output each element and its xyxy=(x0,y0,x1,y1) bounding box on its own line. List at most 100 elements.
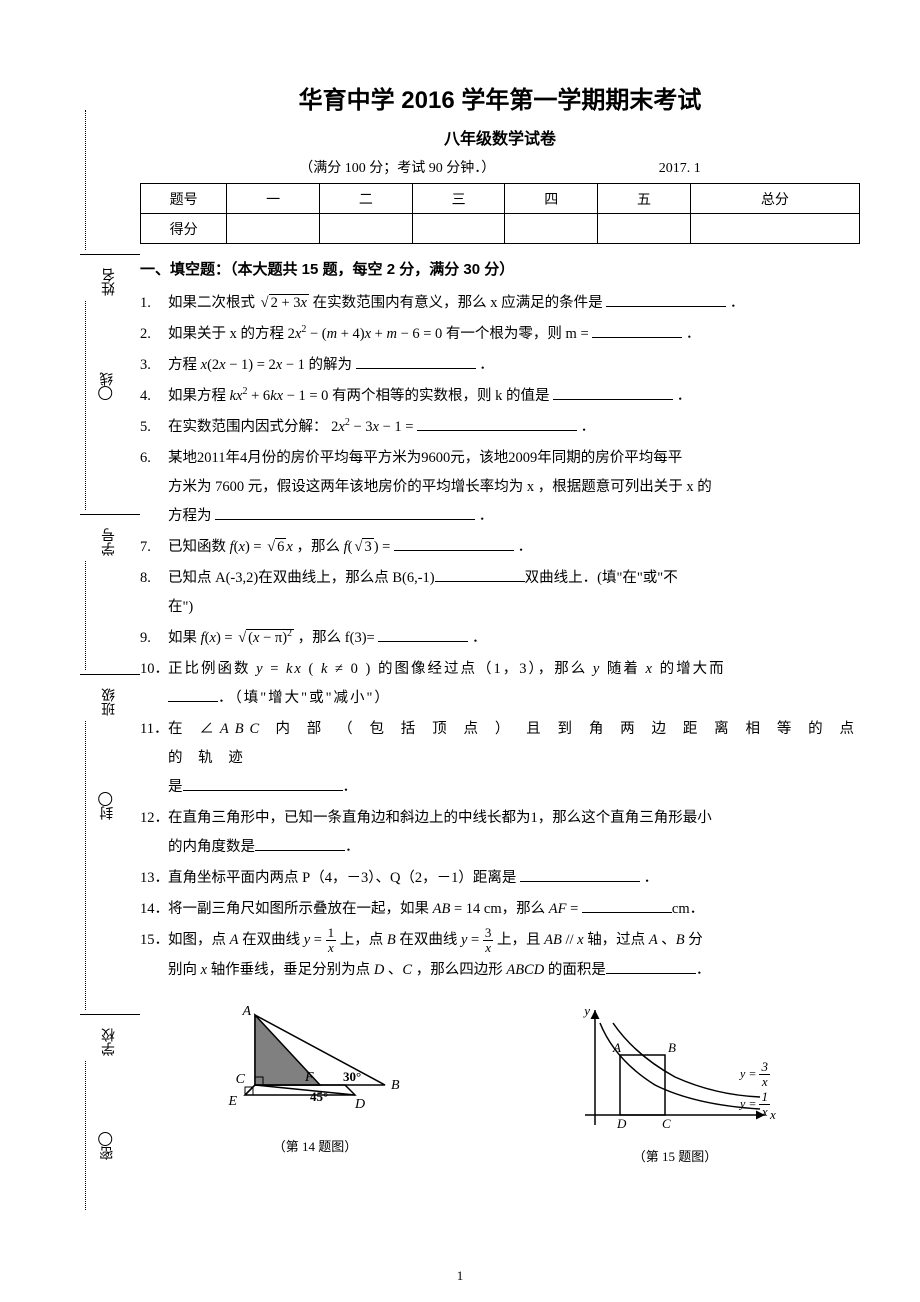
q7-body: 已知函数 f(x) = 6x ，那么 f(3) = ． xyxy=(168,533,860,562)
figure-14-svg: A B C D E F 30° 45° xyxy=(215,1005,415,1125)
q1-num: 1. xyxy=(140,289,168,318)
fig14-30: 30° xyxy=(343,1069,361,1084)
q7-pre: 已知函数 xyxy=(168,539,230,555)
figure-14: A B C D E F 30° 45° （第 14 题图） xyxy=(215,1005,415,1165)
fig15-D: D xyxy=(616,1116,627,1131)
exam-info-left: （满分 100 分；考试 90 分钟．） xyxy=(299,157,495,177)
q6-blank xyxy=(215,506,475,520)
binding-number: 学号 xyxy=(80,510,140,560)
q13-tail: ． xyxy=(644,870,659,886)
q2-math: 2x2 − (m + 4)x + m − 6 = 0 xyxy=(288,326,443,342)
q9-pre: 如果 xyxy=(168,630,201,646)
q13-num: 13． xyxy=(140,864,168,893)
figure-15-caption: （第 15 题图） xyxy=(565,1146,785,1165)
q9-num: 9. xyxy=(140,624,168,653)
fig15-A: A xyxy=(612,1040,621,1055)
page-number: 1 xyxy=(457,1268,464,1284)
q4-post: 有两个相等的实数根，则 k 的值是 xyxy=(332,388,550,404)
binding-school-label: 学校 xyxy=(100,1028,120,1056)
exam-subtitle: 八年级数学试卷 xyxy=(140,125,860,149)
score-h5: 五 xyxy=(598,184,691,214)
figures-row: A B C D E F 30° 45° （第 14 题图） xyxy=(140,1005,860,1165)
q11-blank xyxy=(183,777,343,791)
fig15-B: B xyxy=(668,1040,676,1055)
q7-tail: ． xyxy=(518,539,533,555)
q6-num: 6. xyxy=(140,444,168,531)
score-cell-total xyxy=(690,214,859,244)
q1-body: 如果二次根式 2 + 3x 在实数范围内有意义，那么 x 应满足的条件是 ． xyxy=(168,289,860,318)
exam-title: 华育中学 2016 学年第一学期期末考试 xyxy=(140,80,860,115)
q4-pre: 如果方程 xyxy=(168,388,230,404)
score-h2: 二 xyxy=(319,184,412,214)
question-14: 14． 将一副三角尺如图所示叠放在一起，如果 AB = 14 cm，那么 AF … xyxy=(140,895,860,924)
fig14-E: E xyxy=(227,1094,237,1109)
q13-body: 直角坐标平面内两点 P（4，－3）、Q（2，－1）距离是 ． xyxy=(168,864,860,893)
q3-math: x(2x − 1) = 2x − 1 xyxy=(201,357,305,373)
question-8: 8. 已知点 A(-3,2)在双曲线上，那么点 B(6,-1)双曲线上．(填"在… xyxy=(140,564,860,622)
binding-name-label: 姓名 xyxy=(100,268,120,296)
question-15: 15． 如图，点 A 在双曲线 y = 1x 上，点 B 在双曲线 y = 3x… xyxy=(140,926,860,985)
q12-blank xyxy=(255,837,345,851)
binding-school: 学校 xyxy=(80,1010,140,1060)
q6-l1: 某地2011年4月份的房价平均每平方米为9600元，该地2009年同期的房价平均… xyxy=(168,450,682,466)
q5-tail: ． xyxy=(581,419,596,435)
figure-15: A B C D x y y = 3x y = 1x （第 15 题图） xyxy=(565,1005,785,1165)
q12-body: 在直角三角形中，已知一条直角边和斜边上的中线长都为1，那么这个直角三角形最小 的… xyxy=(168,804,860,862)
q2-var: m = xyxy=(566,326,589,342)
figure-14-caption: （第 14 题图） xyxy=(215,1136,415,1155)
question-13: 13． 直角坐标平面内两点 P（4，－3）、Q（2，－1）距离是 ． xyxy=(140,864,860,893)
question-6: 6. 某地2011年4月份的房价平均每平方米为9600元，该地2009年同期的房… xyxy=(140,444,860,531)
question-12: 12． 在直角三角形中，已知一条直角边和斜边上的中线长都为1，那么这个直角三角形… xyxy=(140,804,860,862)
fig14-B: B xyxy=(391,1078,400,1093)
q3-body: 方程 x(2x − 1) = 2x − 1 的解为 ． xyxy=(168,351,860,380)
q3-num: 3. xyxy=(140,351,168,380)
q4-math: kx2 + 6kx − 1 = 0 xyxy=(230,388,329,404)
seal-xian-label: 线 xyxy=(100,372,115,386)
figure-15-svg: A B C D x y y = 3x y = 1x xyxy=(565,1005,785,1135)
fig14-F: F xyxy=(304,1070,314,1085)
q6-body: 某地2011年4月份的房价平均每平方米为9600元，该地2009年同期的房价平均… xyxy=(168,444,860,531)
q2-body: 如果关于 x 的方程 2x2 − (m + 4)x + m − 6 = 0 有一… xyxy=(168,320,860,349)
seal-mi: 密 xyxy=(98,1130,118,1162)
q3-blank xyxy=(356,355,476,369)
q2-tail: ． xyxy=(686,326,701,342)
exam-info-right: 2017. 1 xyxy=(659,161,701,177)
q13-blank xyxy=(520,868,640,882)
score-cell-4 xyxy=(505,214,598,244)
q13-pre: 直角坐标平面内两点 P（4，－3）、Q（2，－1）距离是 xyxy=(168,870,516,886)
q15-num: 15． xyxy=(140,926,168,985)
score-header-row: 题号 一 二 三 四 五 总分 xyxy=(141,184,860,214)
question-1: 1. 如果二次根式 2 + 3x 在实数范围内有意义，那么 x 应满足的条件是 … xyxy=(140,289,860,318)
question-5: 5. 在实数范围内因式分解： 2x2 − 3x − 1 = ． xyxy=(140,413,860,442)
q8-num: 8. xyxy=(140,564,168,622)
q1-post: 在实数范围内有意义，那么 x 应满足的条件是 xyxy=(313,295,603,311)
q1-sqrt: 2 + 3x xyxy=(259,289,309,318)
q12-num: 12． xyxy=(140,804,168,862)
score-cell-3 xyxy=(412,214,505,244)
binding-number-label: 学号 xyxy=(100,528,120,556)
q9-mid: ，那么 f(3)= xyxy=(298,630,375,646)
exam-page: 密 学校 封 班级 学号 线 姓名 华育中学 2016 学年第一学期期末考试 八… xyxy=(0,0,920,1302)
fig14-D: D xyxy=(354,1097,365,1112)
fig15-C: C xyxy=(662,1116,671,1131)
q7-blank xyxy=(394,537,514,551)
score-cell-2 xyxy=(319,214,412,244)
q6-l2: 方米为 7600 元，假设这两年该地房价的平均增长率均为 x ，根据题意可列出关… xyxy=(168,479,712,495)
q5-pre: 在实数范围内因式分解： xyxy=(168,419,328,435)
q9-body: 如果 f(x) = (x − π)2 ，那么 f(3)= ． xyxy=(168,624,860,653)
q2-num: 2. xyxy=(140,320,168,349)
q2-blank xyxy=(592,324,682,338)
seal-mi-label: 密 xyxy=(100,1146,115,1160)
q10-blank xyxy=(168,688,218,702)
binding-name: 姓名 xyxy=(80,250,140,300)
section-1-title: 一、填空题：（本大题共 15 题，每空 2 分，满分 30 分） xyxy=(140,258,860,279)
q5-body: 在实数范围内因式分解： 2x2 − 3x − 1 = ． xyxy=(168,413,860,442)
score-h4: 四 xyxy=(505,184,598,214)
question-4: 4. 如果方程 kx2 + 6kx − 1 = 0 有两个相等的实数根，则 k … xyxy=(140,382,860,411)
question-11: 11． 在 ∠ABC 内 部 （ 包 括 顶 点 ） 且 到 角 两 边 距 离… xyxy=(140,715,860,802)
score-value-row: 得分 xyxy=(141,214,860,244)
q1-tail: ． xyxy=(730,295,745,311)
seal-feng-label: 封 xyxy=(100,806,115,820)
q7-mid: ，那么 xyxy=(296,539,343,555)
q4-num: 4. xyxy=(140,382,168,411)
